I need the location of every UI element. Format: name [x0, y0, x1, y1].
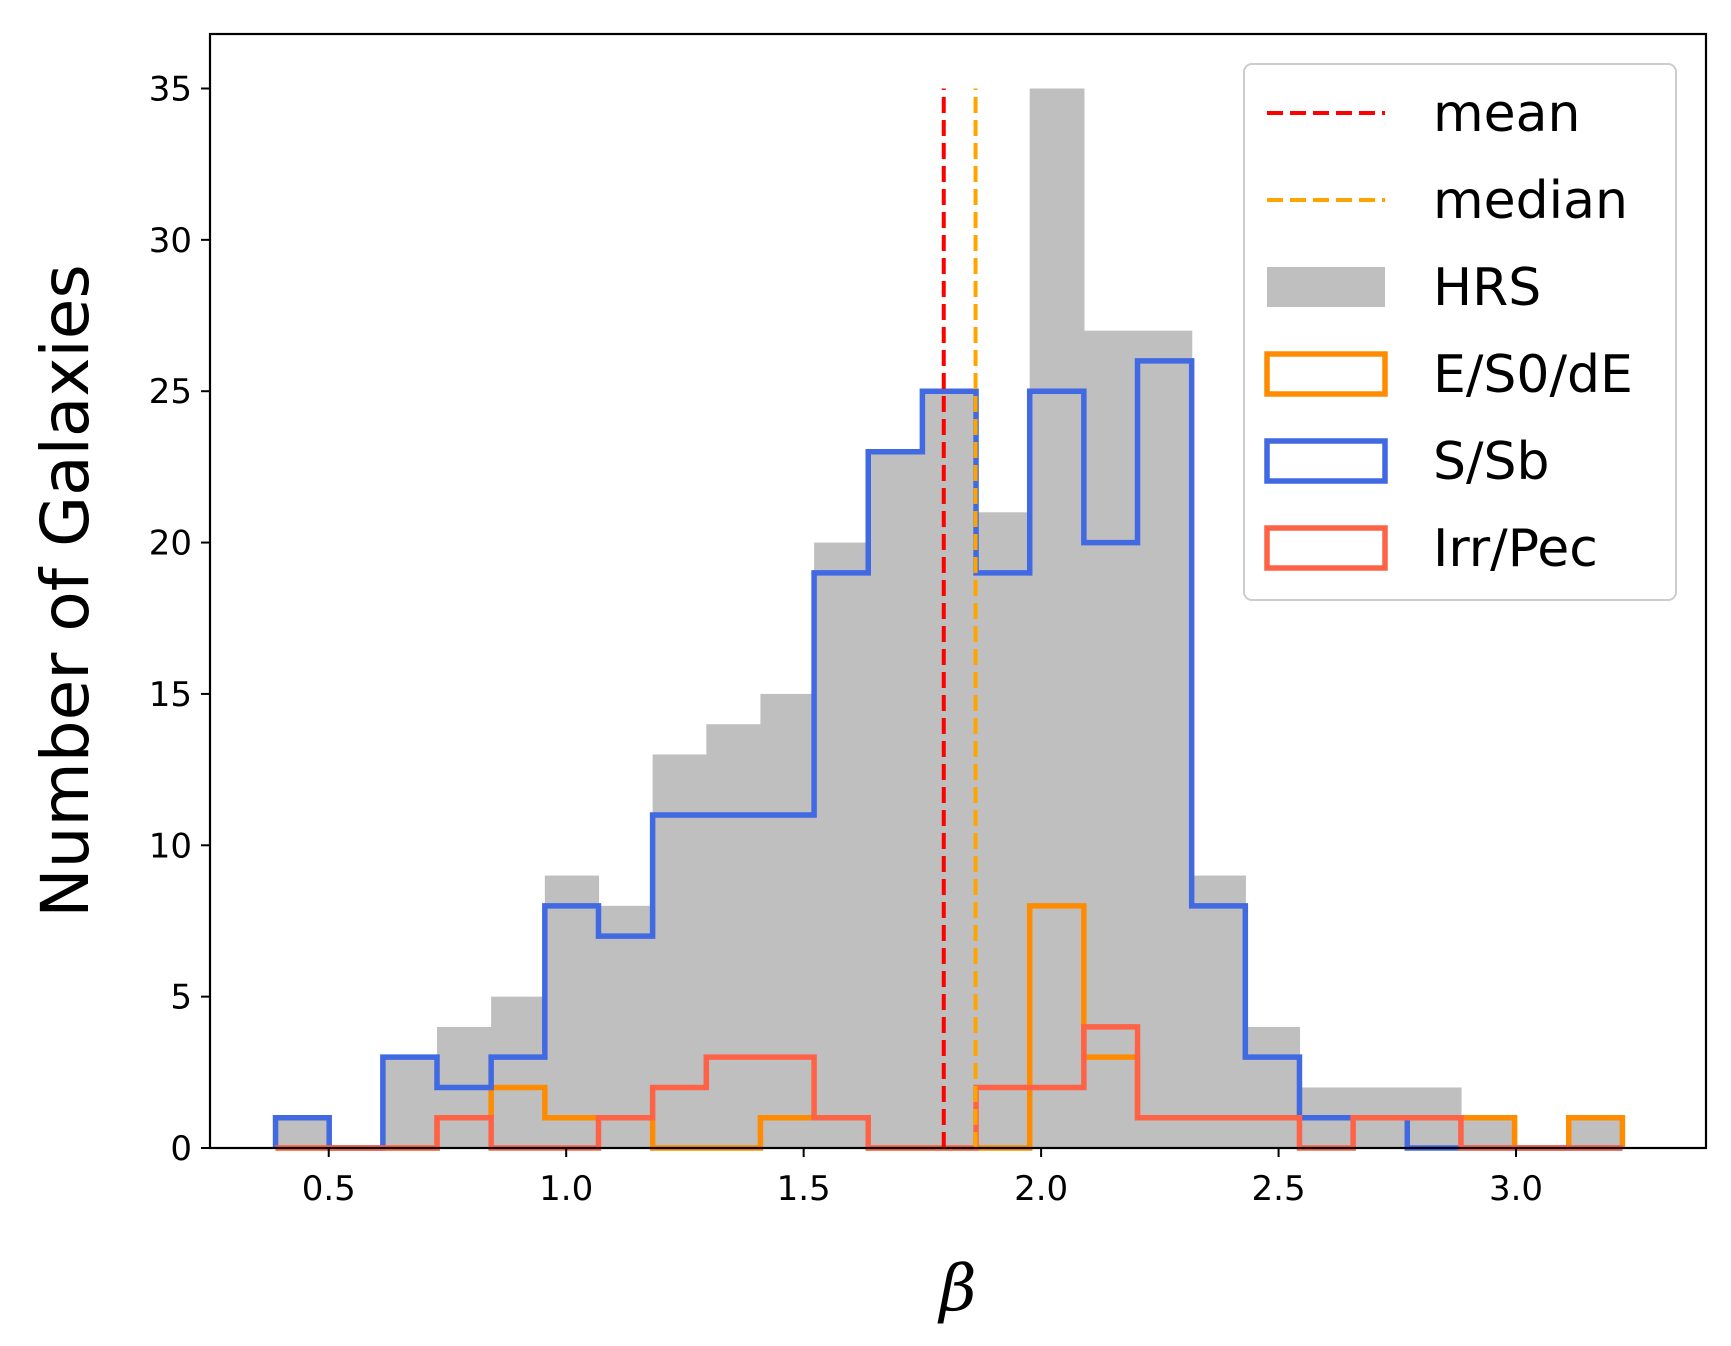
hrs-bar: [814, 542, 869, 1148]
y-tick-label: 10: [149, 826, 192, 866]
hrs-bar: [1245, 1026, 1301, 1148]
y-tick-label: 30: [149, 221, 192, 261]
legend-label-hrs: HRS: [1433, 258, 1541, 318]
x-tick-label: 3.0: [1489, 1169, 1543, 1209]
hrs-bar: [922, 391, 977, 1148]
hrs-bar: [1568, 1117, 1624, 1148]
hrs-bar: [275, 1117, 330, 1148]
hrs-bar: [598, 905, 654, 1148]
y-axis-ticks: 0 5 10 15 20 25 30 35: [149, 69, 210, 1169]
plot-frame: [208, 32, 1708, 1150]
legend-label-median: median: [1433, 171, 1628, 231]
x-tick-label: 1.5: [777, 1169, 831, 1209]
hrs-bar: [544, 875, 600, 1148]
x-tick-label: 0.5: [302, 1169, 356, 1209]
y-tick-label: 35: [149, 69, 192, 109]
hrs-bar: [1029, 88, 1085, 1148]
x-tick-label: 1.0: [539, 1169, 593, 1209]
hrs-bar: [706, 724, 762, 1148]
hrs-bar: [491, 996, 546, 1148]
hrs-bar: [976, 512, 1031, 1148]
y-tick-label: 20: [149, 524, 192, 564]
hrs-bars: [275, 88, 1624, 1148]
legend-handle-irr-pec: [1264, 525, 1388, 571]
hrs-bar: [1191, 875, 1246, 1148]
reference-lines: [941, 88, 978, 1148]
x-axis-label: β: [938, 1252, 977, 1326]
legend-label-irr-pec: Irr/Pec: [1433, 519, 1598, 579]
x-tick-label: 2.0: [1014, 1169, 1068, 1209]
hrs-bar: [1137, 330, 1193, 1148]
y-tick-label: 5: [170, 978, 192, 1018]
step-series-s-sb: [272, 358, 1623, 1151]
y-axis-label: Number of Galaxies: [27, 264, 104, 917]
x-tick-label: 2.5: [1252, 1169, 1306, 1209]
legend-label-mean: mean: [1433, 84, 1580, 144]
y-tick-label: 0: [170, 1129, 192, 1169]
hrs-bar: [382, 1057, 438, 1148]
legend-handle-e-s0-de: [1264, 351, 1388, 397]
y-tick-label: 15: [149, 675, 192, 715]
x-axis-ticks: 0.5 1.0 1.5 2.0 2.5 3.0: [302, 1148, 1543, 1209]
y-tick-label: 25: [149, 372, 192, 412]
legend-handle-hrs: [1267, 267, 1385, 307]
legend-handle-s-sb: [1264, 438, 1388, 484]
hrs-bar: [652, 754, 707, 1148]
legend-label-s-sb: S/Sb: [1433, 432, 1550, 492]
legend: mean median HRS E/S0/dE S/Sb Irr/Pec: [1243, 63, 1677, 601]
legend-label-e-s0-de: E/S0/dE: [1433, 345, 1633, 405]
hrs-bar: [868, 451, 923, 1148]
hrs-bar: [760, 693, 815, 1148]
hrs-bar: [1460, 1117, 1516, 1148]
hrs-bar: [1083, 330, 1139, 1148]
